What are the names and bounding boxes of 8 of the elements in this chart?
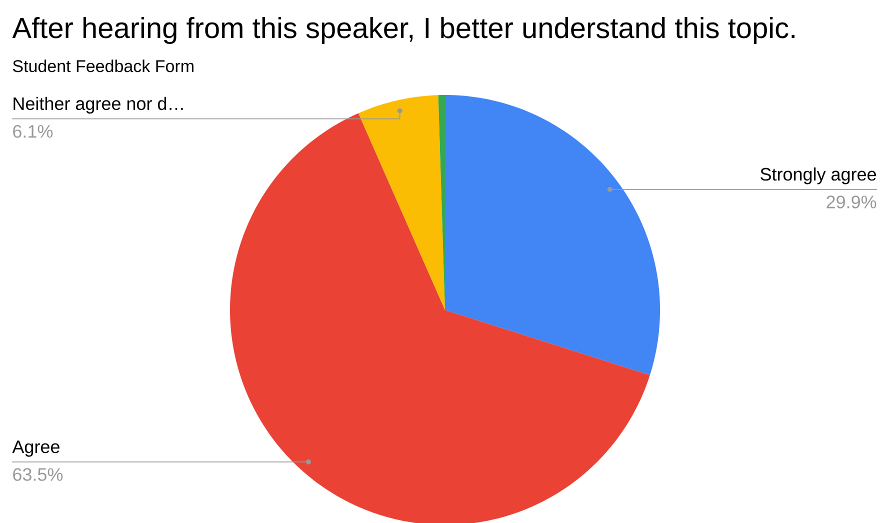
slice-label: Neither agree nor d…	[14, 96, 183, 114]
chart-title: After hearing from this speaker, I better understand this topic.	[12, 16, 794, 44]
data-label: 6.1%	[13, 125, 53, 138]
slice-label: Strongly agree	[760, 167, 876, 184]
chart-subtitle: Student Feedback Form	[12, 60, 194, 72]
data-label: 29.9%	[826, 196, 876, 208]
slice-label: Agree	[12, 440, 60, 457]
data-label: 63.5%	[13, 468, 63, 481]
